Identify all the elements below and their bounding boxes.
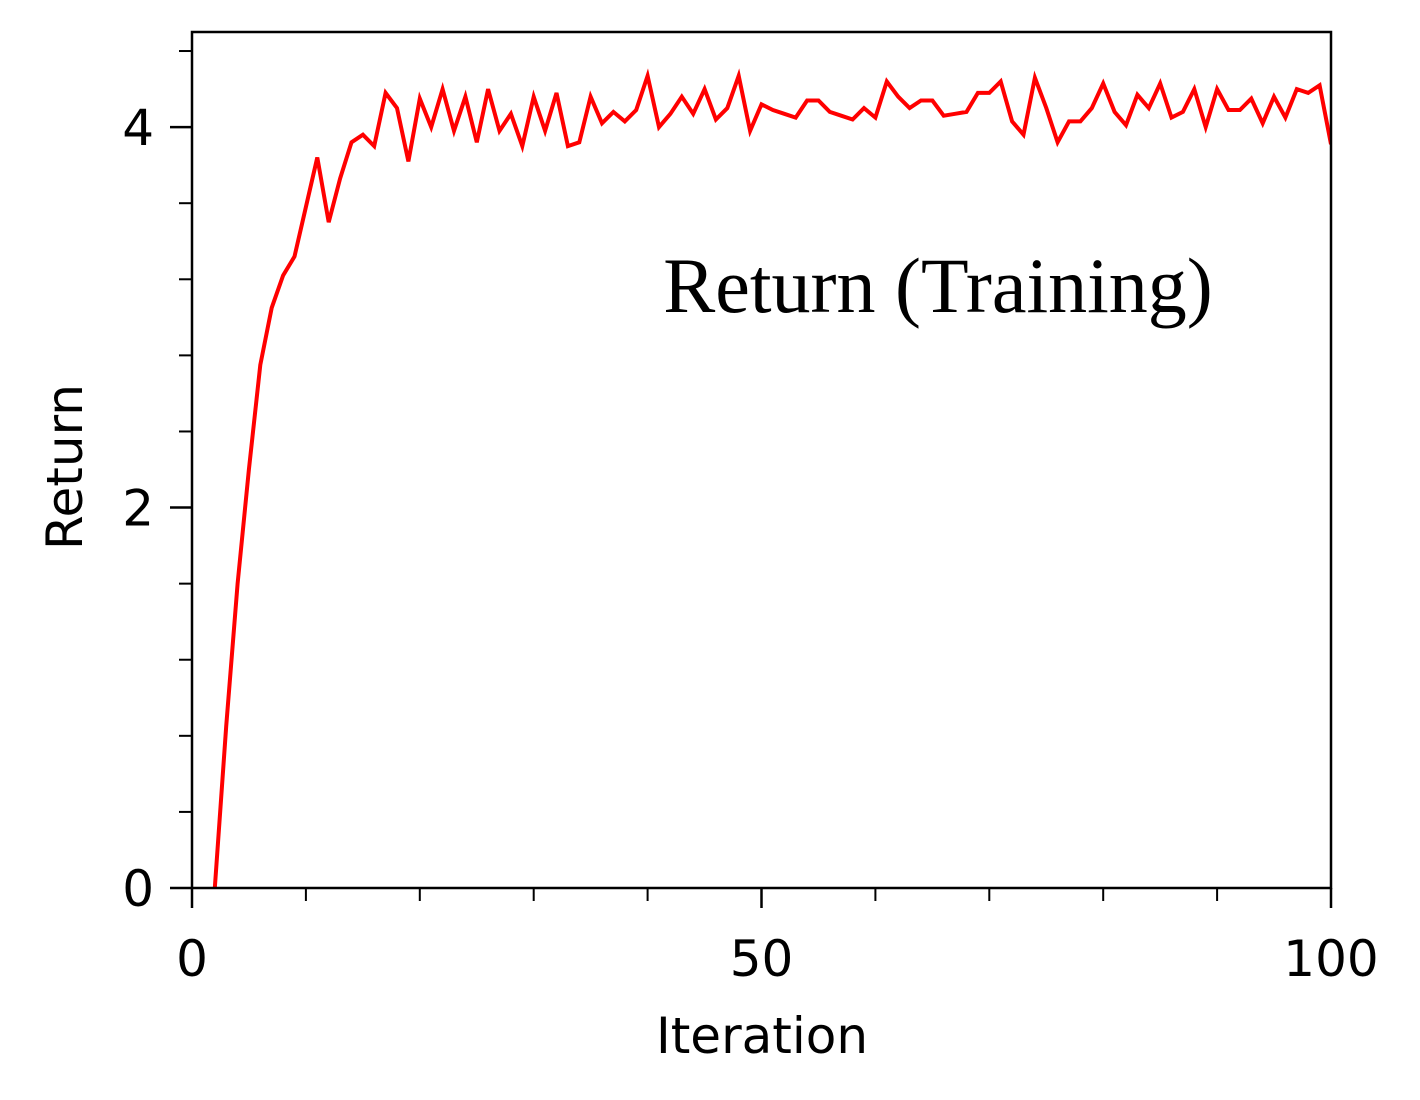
series-line-0	[212, 68, 1331, 888]
y-tick-label: 4	[122, 99, 154, 157]
x-tick-label: 100	[1283, 930, 1378, 988]
x-axis-label: Iteration	[656, 1007, 868, 1065]
y-axis-label: Return	[36, 384, 94, 550]
axes-layer: 0 50 100 0 2 4	[122, 30, 1379, 988]
y-tick-label: 2	[122, 480, 154, 538]
x-tick-label: 50	[730, 930, 794, 988]
plot-frame	[190, 30, 1333, 890]
chart-annotation: Return (Training)	[663, 242, 1213, 329]
x-tick-label: 0	[176, 930, 208, 988]
series-layer	[212, 68, 1331, 888]
y-tick-label: 0	[122, 860, 154, 918]
